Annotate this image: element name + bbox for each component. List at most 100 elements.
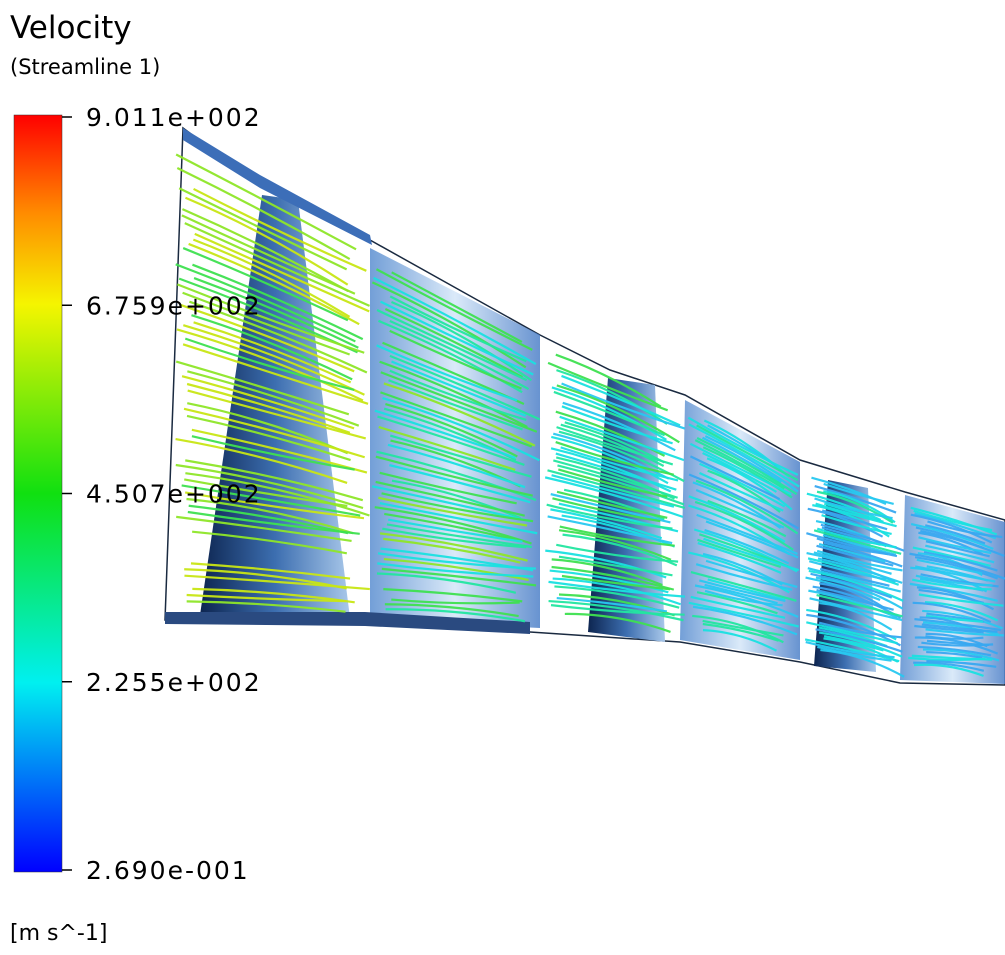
streamline	[808, 560, 887, 581]
streamline	[921, 641, 994, 647]
streamline	[184, 337, 355, 392]
streamline	[186, 593, 346, 603]
streamline	[706, 457, 793, 511]
streamline	[921, 623, 998, 633]
streamline	[925, 614, 984, 623]
streamline	[557, 464, 685, 506]
streamline	[184, 222, 370, 307]
streamline	[910, 506, 998, 536]
streamline	[551, 386, 667, 441]
streamline	[910, 566, 988, 593]
streamline	[550, 508, 663, 540]
streamline	[552, 432, 670, 480]
streamline	[814, 485, 897, 514]
streamline	[181, 484, 361, 517]
streamline	[809, 597, 903, 622]
streamline	[815, 628, 903, 653]
streamline	[178, 187, 348, 271]
streamline	[816, 544, 894, 567]
unit-label: [m s^-1]	[10, 921, 107, 946]
streamline	[705, 520, 799, 559]
streamline	[184, 574, 370, 591]
streamline	[694, 439, 785, 490]
streamline	[914, 556, 999, 580]
streamline	[377, 562, 534, 578]
streamline	[375, 455, 533, 497]
streamline	[378, 426, 516, 472]
streamline	[381, 492, 534, 523]
streamline	[553, 459, 678, 499]
streamline	[175, 360, 350, 416]
streamline	[548, 599, 684, 622]
tick-label: 9.011e+002	[86, 103, 262, 132]
streamline	[925, 544, 995, 564]
streamline	[922, 648, 1000, 662]
streamline	[925, 540, 990, 558]
streamline	[182, 324, 365, 396]
streamline	[550, 447, 672, 493]
streamline	[816, 490, 894, 524]
streamline	[380, 391, 533, 448]
streamline	[385, 403, 518, 458]
streamline	[181, 214, 356, 295]
streamline	[194, 232, 370, 313]
streamline	[561, 374, 681, 427]
hub	[165, 612, 530, 634]
streamline	[383, 588, 523, 603]
streamline	[908, 656, 986, 662]
streamline	[186, 497, 354, 535]
streamline	[547, 361, 669, 412]
streamline	[184, 478, 348, 508]
streamline	[192, 530, 348, 555]
streamline	[192, 587, 355, 604]
streamline	[918, 536, 992, 555]
streamline	[185, 459, 364, 502]
streamline	[923, 551, 998, 572]
streamline	[558, 468, 668, 498]
streamline	[552, 577, 681, 606]
streamline	[181, 375, 355, 430]
streamline	[561, 405, 673, 445]
streamline	[699, 579, 786, 603]
streamline	[560, 423, 665, 467]
streamlines	[175, 153, 1005, 678]
streamline	[185, 472, 370, 517]
streamline	[817, 645, 892, 662]
streamline	[387, 443, 526, 489]
streamline	[816, 593, 903, 618]
streamline	[560, 446, 679, 482]
streamline	[823, 482, 894, 505]
streamline	[388, 379, 523, 431]
streamline	[551, 435, 669, 485]
streamline	[547, 515, 673, 545]
streamline	[386, 523, 532, 549]
streamline	[703, 419, 790, 478]
streamline	[918, 593, 1004, 607]
streamline	[805, 640, 895, 659]
streamline	[915, 574, 993, 587]
streamline	[917, 645, 992, 657]
streamline	[391, 300, 533, 382]
streamline	[916, 586, 995, 611]
streamline	[807, 557, 900, 586]
streamline	[556, 426, 674, 466]
streamline	[823, 635, 884, 652]
streamline	[696, 513, 798, 555]
streamline	[688, 495, 786, 543]
streamline	[389, 320, 530, 390]
streamline	[823, 502, 884, 523]
color-legend: 9.011e+002 6.759e+002 4.507e+002 2.255e+002…	[62, 103, 262, 885]
streamline	[807, 567, 902, 593]
streamline	[380, 371, 538, 433]
streamline	[817, 557, 903, 584]
streamline	[920, 529, 1005, 557]
streamline	[389, 464, 531, 504]
streamline	[193, 187, 367, 272]
streamline	[389, 329, 522, 390]
streamline	[389, 295, 527, 363]
streamline	[687, 416, 799, 476]
streamline	[697, 541, 782, 574]
streamline	[553, 390, 666, 437]
streamline	[554, 585, 680, 609]
streamline	[559, 525, 675, 547]
